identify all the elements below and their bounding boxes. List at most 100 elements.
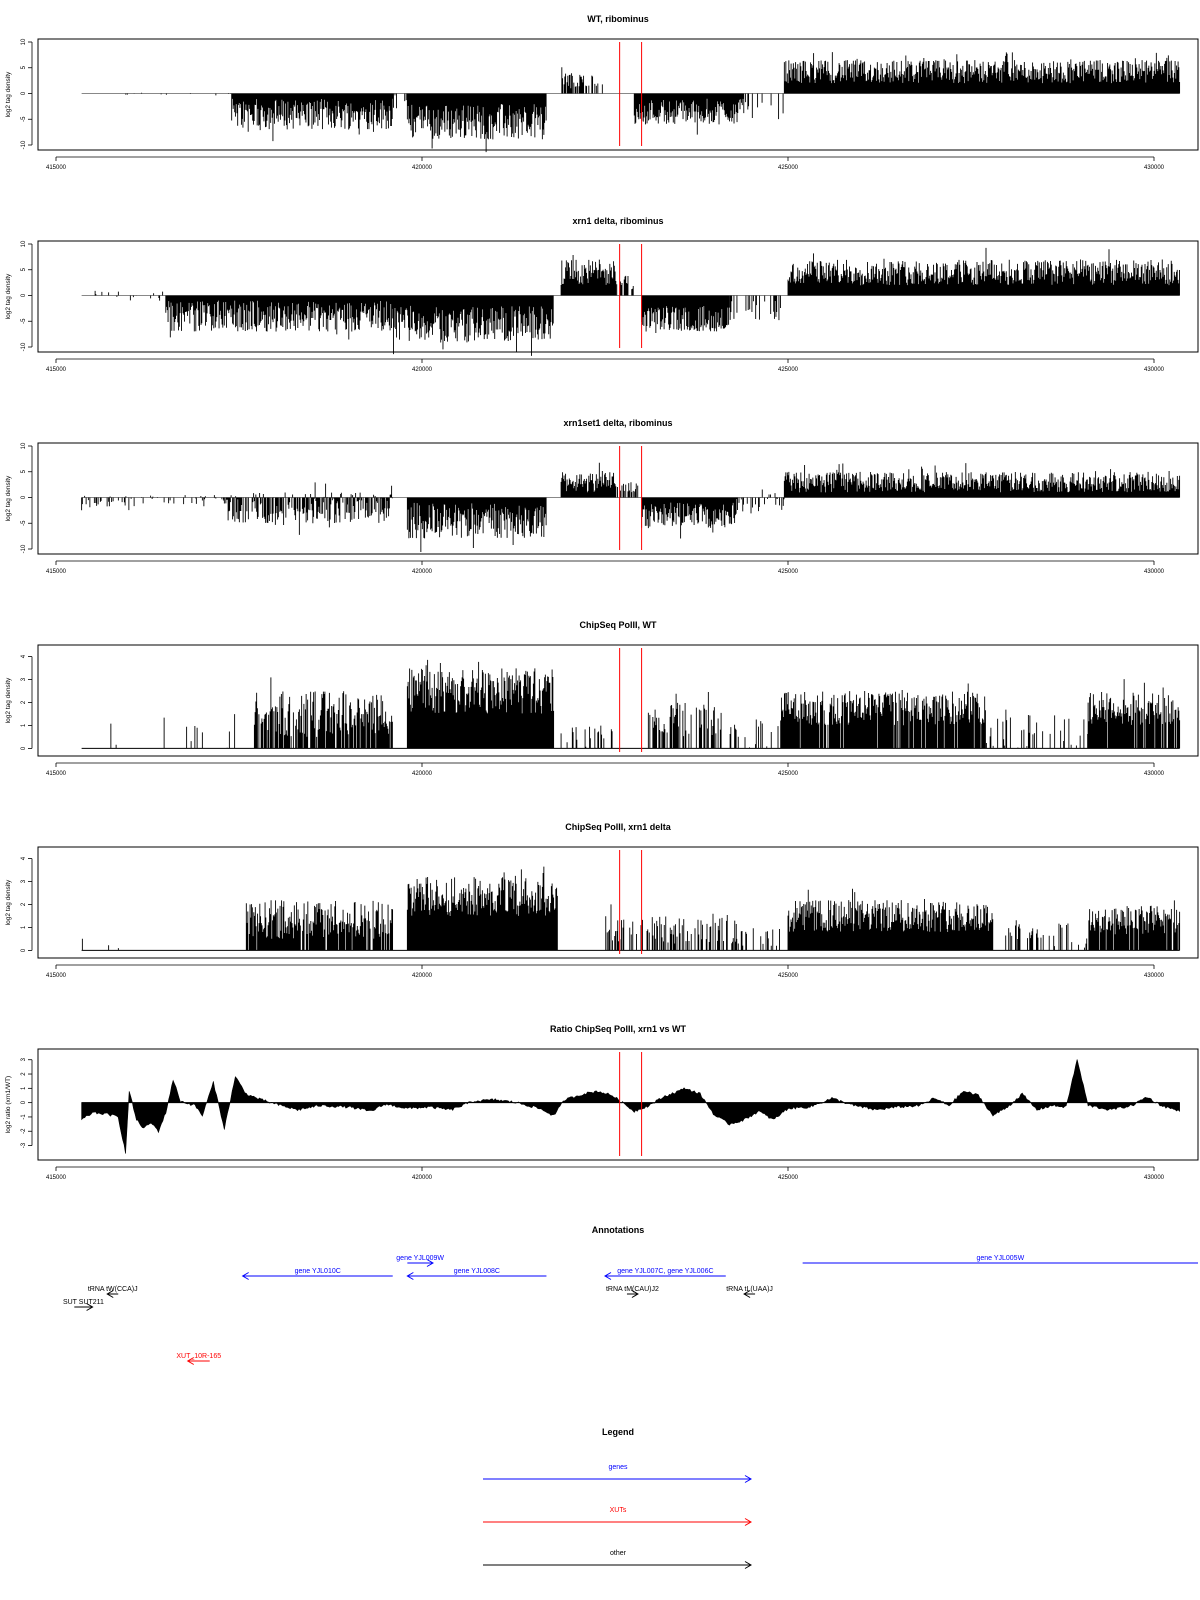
bar-segment	[406, 497, 547, 553]
x-tick-label: 415000	[46, 771, 67, 777]
y-tick-label: 1	[21, 925, 27, 929]
panel-5: ChipSeq PolII, xrn1 delta 0 1 2 3 4 log2 tag d…	[5, 822, 1199, 979]
y-tick-label: 5	[21, 469, 27, 473]
plot-frame	[37, 1048, 1199, 1161]
bar-segment	[737, 719, 779, 749]
bar-segment	[787, 888, 994, 951]
y-tick-label: 4	[21, 856, 27, 860]
annotation-xuts: XUT_10R-165	[176, 1353, 221, 1365]
plot-frame	[37, 38, 1199, 151]
bar-segment	[1088, 900, 1181, 951]
annotation-other: SUT SUT211	[63, 1299, 104, 1311]
y-tick-label: 3	[21, 677, 27, 681]
y-axis: -10 -5 0 5 10 log2 tag density	[5, 442, 33, 553]
y-tick-label: -10	[21, 342, 27, 351]
arrow-head-icon	[426, 1259, 434, 1267]
panel-2: xrn1 delta, ribominus -10 -5 0 5 10 log2 tag d…	[5, 216, 1199, 373]
x-tick-label: 420000	[412, 973, 433, 979]
x-tick-label: 420000	[412, 367, 433, 373]
bar-segment	[125, 92, 232, 96]
y-axis-label: log2 tag density	[5, 273, 12, 319]
annotation-label: gene YJL010C	[295, 1268, 341, 1275]
y-tick-label: 2	[21, 1072, 27, 1076]
bar-segment	[787, 247, 1180, 296]
x-axis: 415000 420000 425000 430000	[46, 156, 1165, 171]
x-axis: 415000 420000 425000 430000	[46, 964, 1165, 979]
bar-segment	[617, 482, 639, 498]
y-axis: -10 -5 0 5 10 log2 tag density	[5, 38, 33, 149]
bar-segment	[605, 904, 737, 951]
plot-frame	[37, 644, 1199, 757]
y-tick-label: 2	[21, 700, 27, 704]
bar-segment	[406, 93, 547, 153]
bar-segment	[633, 93, 745, 135]
y-tick-label: -1	[21, 1114, 27, 1120]
bar-segment	[392, 93, 407, 109]
y-axis-label: log2 ratio (xrn1/WT)	[5, 1076, 12, 1133]
x-tick-label: 415000	[46, 165, 67, 171]
x-tick-label: 425000	[778, 165, 799, 171]
y-axis: -3 -2 -1 0 1 2 3 log2 ratio (xrn1/WT)	[5, 1057, 33, 1148]
bar-segment	[729, 295, 781, 321]
annotation-label: SUT SUT211	[63, 1299, 104, 1306]
y-tick-label: 10	[21, 240, 27, 247]
y-tick-label: 0	[21, 1100, 27, 1104]
x-tick-label: 415000	[46, 367, 67, 373]
y-axis-label: log2 tag density	[5, 677, 12, 723]
data-series	[81, 52, 1181, 153]
data-series	[81, 247, 1180, 356]
x-tick-label: 415000	[46, 973, 67, 979]
panel-title: xrn1set1 delta, ribominus	[563, 418, 672, 428]
x-tick-label: 420000	[412, 569, 433, 575]
annotation-label: gene YJL009W	[396, 1255, 444, 1262]
arrow-head-icon	[744, 1518, 752, 1526]
plot-frame	[37, 240, 1199, 353]
arrow-head-icon	[743, 1290, 751, 1298]
y-tick-label: 0	[21, 293, 27, 297]
x-tick-label: 430000	[1144, 367, 1165, 373]
x-tick-label: 425000	[778, 569, 799, 575]
y-tick-label: 0	[21, 91, 27, 95]
data-series	[81, 866, 1181, 951]
legend: Legend genes XUTs other	[483, 1427, 752, 1569]
bar-segment	[647, 692, 737, 749]
y-tick-label: -5	[21, 318, 27, 324]
legend-item-xuts: XUTs	[483, 1507, 752, 1526]
annotation-other: tRNA tW(CCA)J	[88, 1286, 138, 1298]
y-tick-label: -10	[21, 544, 27, 553]
x-axis: 415000 420000 425000 430000	[46, 762, 1165, 777]
y-tick-label: 1	[21, 723, 27, 727]
annotation-other: tRNA tL(UAA)J	[726, 1286, 773, 1298]
bar-segment	[560, 254, 617, 296]
bar-segment	[783, 52, 1181, 94]
y-tick-label: 10	[21, 38, 27, 45]
y-tick-label: 2	[21, 902, 27, 906]
legend-item-other: other	[483, 1550, 752, 1569]
x-tick-label: 425000	[778, 367, 799, 373]
y-tick-label: 5	[21, 267, 27, 271]
x-tick-label: 430000	[1144, 165, 1165, 171]
y-tick-label: 0	[21, 746, 27, 750]
bar-segment	[745, 93, 784, 120]
panel-1: WT, ribominus -10 -5 0 5 10 log2 tag density 41…	[5, 14, 1199, 171]
annotation-genes: gene YJL008C	[406, 1268, 547, 1280]
y-axis: 0 1 2 3 4 log2 tag density	[5, 654, 33, 750]
x-axis: 415000 420000 425000 430000	[46, 358, 1165, 373]
bar-segment	[641, 295, 730, 333]
panel-title: ChipSeq PolII, WT	[580, 620, 657, 630]
y-axis-label: log2 tag density	[5, 879, 12, 925]
annotation-label: tRNA tM(CAU)J2	[606, 1286, 659, 1293]
annotation-label: tRNA tW(CCA)J	[88, 1286, 138, 1293]
annotation-label: gene YJL008C	[454, 1268, 500, 1275]
bar-segment	[1087, 679, 1181, 749]
bar-segment	[223, 482, 393, 535]
arrow-head-icon	[744, 1561, 752, 1569]
x-tick-label: 415000	[46, 1175, 67, 1181]
y-tick-label: 5	[21, 65, 27, 69]
y-tick-label: -5	[21, 116, 27, 122]
y-tick-label: 10	[21, 442, 27, 449]
panel-title: WT, ribominus	[587, 14, 649, 24]
legend-item-genes: genes	[483, 1464, 752, 1483]
x-tick-label: 425000	[778, 771, 799, 777]
legend-label: other	[610, 1550, 627, 1557]
